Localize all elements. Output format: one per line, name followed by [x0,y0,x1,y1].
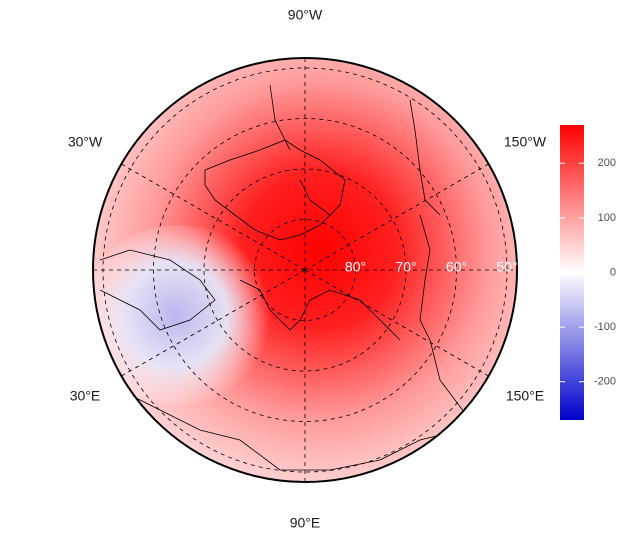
meridian [121,163,306,271]
colorbar-tick-label: 200 [598,157,616,169]
meridian [304,269,489,377]
meridian-label: 90°W [288,7,323,23]
colorbar-tick-label: 0 [610,266,616,278]
latitude-circle [254,219,356,321]
latitude-label: 50° [496,259,517,275]
meridian-label: 150°W [504,134,547,150]
meridian-label: 30°W [68,134,103,150]
latitude-label: 70° [395,259,416,275]
meridian [121,269,306,377]
latitude-label: 60° [446,259,467,275]
meridian-label: 90°E [290,515,321,531]
map-border [92,57,518,483]
graticule [93,58,517,482]
meridian-label: 30°E [70,388,101,404]
latitude-label: 80° [345,259,366,275]
colorbar-tick-label: 100 [598,212,616,224]
meridian [304,163,489,271]
labels: 80° 70° 60° 50° 90°W 30°W 150°W 30°E 150°E 90°E [68,7,547,531]
colorbar-tick-label: -200 [594,376,616,388]
colorbar-tick-label: -100 [594,321,616,333]
colorbar: -200 -100 0 100 200 [560,125,616,420]
meridian-label: 150°E [506,388,544,404]
